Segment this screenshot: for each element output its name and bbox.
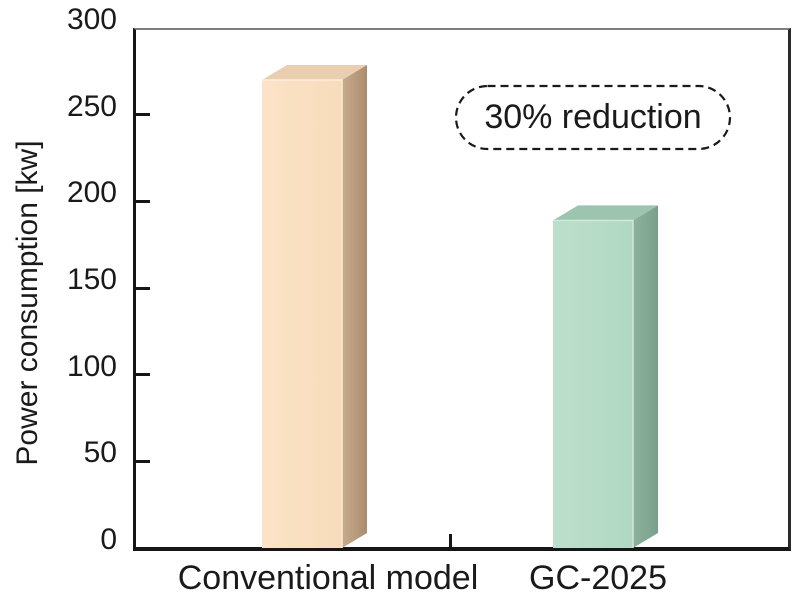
y-axis-tick-label: 50 xyxy=(83,436,117,470)
y-axis-tick-label: 200 xyxy=(66,176,117,210)
category-label-conventional-model: Conventional model xyxy=(177,559,479,597)
reduction-annotation: 30% reduction xyxy=(484,98,702,136)
x-axis-tick xyxy=(449,534,452,548)
y-axis-tick-label: 300 xyxy=(66,3,117,36)
y-axis-tick-label: 100 xyxy=(66,349,117,383)
y-axis-tick xyxy=(136,286,150,290)
y-axis-tick xyxy=(136,373,150,377)
y-axis-title: Power consumption [kw] xyxy=(11,140,44,466)
y-axis-tick-label: 150 xyxy=(66,263,117,296)
y-axis-tick-label: 0 xyxy=(100,523,117,556)
plot-area-frame xyxy=(133,28,791,551)
y-axis-tick-label: 250 xyxy=(66,89,117,123)
y-axis-tick xyxy=(136,199,150,203)
category-label-gc-2025: GC-2025 xyxy=(529,559,667,597)
y-axis-tick xyxy=(136,113,150,117)
y-axis-tick xyxy=(136,459,150,463)
